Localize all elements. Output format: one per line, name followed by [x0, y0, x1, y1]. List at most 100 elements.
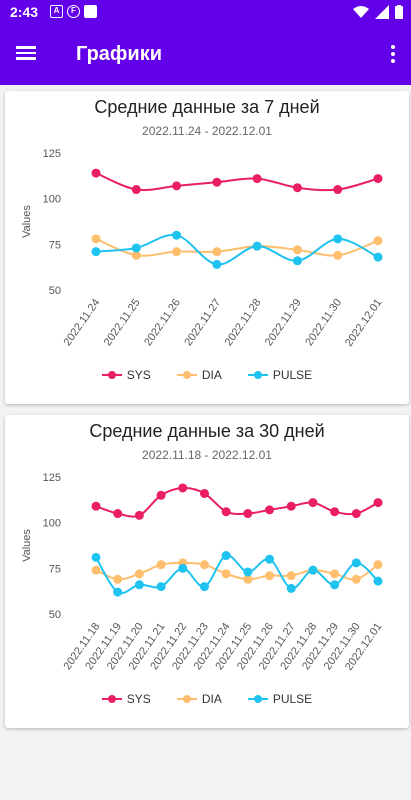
card-subtitle: 2022.11.18 - 2022.12.01: [142, 448, 272, 462]
data-point-pulse: [292, 256, 302, 266]
data-point-sys: [333, 185, 343, 195]
data-point-sys: [212, 177, 222, 187]
chart-legend: SYS DIA PULSE: [5, 368, 409, 382]
hamburger-menu-icon[interactable]: [14, 43, 38, 67]
y-tick-label: 50: [49, 285, 61, 297]
sd-card-icon: [84, 5, 97, 18]
chart-card-7-days: Средние данные за 7 дней 2022.11.24 - 20…: [5, 91, 409, 404]
app-title: Графики: [76, 43, 163, 65]
data-point-sys: [156, 490, 166, 500]
data-point-sys: [286, 501, 296, 511]
data-point-dia: [351, 574, 361, 584]
x-tick-label: 2022.11.24: [62, 297, 103, 348]
data-point-sys: [252, 174, 262, 184]
data-point-pulse: [265, 554, 275, 564]
f-icon: F: [67, 5, 80, 18]
data-point-pulse: [91, 247, 101, 257]
data-point-pulse: [131, 243, 141, 253]
data-point-pulse: [134, 580, 144, 590]
data-point-sys: [330, 507, 340, 517]
data-point-sys: [221, 507, 231, 517]
card-title: Средние данные за 7 дней: [94, 97, 320, 117]
data-point-dia: [286, 571, 296, 581]
legend-item-sys: SYS: [101, 368, 151, 382]
y-tick-label: 75: [49, 563, 61, 575]
battery-icon: [395, 5, 403, 19]
chart-card-30-days: Средние данные за 30 дней 2022.11.18 - 2…: [5, 415, 409, 728]
legend-item-dia: DIA: [176, 368, 222, 382]
wifi-icon: [353, 6, 369, 18]
data-point-sys: [91, 501, 101, 511]
x-tick-label: 2022.11.29: [263, 297, 304, 348]
signal-icon: [375, 5, 389, 19]
data-point-pulse: [308, 565, 318, 575]
legend-label: PULSE: [272, 692, 313, 706]
data-point-dia: [330, 569, 340, 579]
data-point-dia: [113, 574, 123, 584]
legend-item-dia: DIA: [176, 692, 222, 706]
data-point-dia: [172, 247, 182, 257]
data-point-dia: [373, 560, 383, 570]
y-axis-label: Values: [21, 205, 33, 238]
legend-label: DIA: [201, 368, 222, 382]
legend-item-pulse: PULSE: [247, 368, 313, 382]
legend-label: DIA: [201, 692, 222, 706]
data-point-sys: [308, 498, 318, 508]
data-point-dia: [333, 250, 343, 260]
data-point-sys: [351, 509, 361, 519]
data-point-sys: [134, 510, 144, 520]
a-icon: A: [50, 5, 63, 18]
y-tick-label: 75: [49, 239, 61, 251]
data-point-dia: [292, 245, 302, 255]
data-point-pulse: [221, 551, 231, 561]
legend-label: PULSE: [272, 368, 313, 382]
x-tick-label: 2022.11.27: [182, 297, 223, 348]
y-tick-label: 100: [43, 194, 61, 206]
data-point-dia: [199, 560, 209, 570]
data-point-pulse: [91, 552, 101, 562]
more-vert-icon[interactable]: [389, 45, 397, 67]
status-time: 2:43: [10, 4, 39, 20]
legend-label: SYS: [126, 368, 151, 382]
x-tick-label: 2022.11.25: [102, 297, 143, 348]
data-point-dia: [91, 234, 101, 244]
y-tick-label: 125: [43, 148, 61, 160]
data-point-dia: [134, 569, 144, 579]
app-bar: Графики: [0, 25, 411, 85]
data-point-pulse: [178, 563, 188, 573]
data-point-pulse: [373, 252, 383, 262]
data-point-dia: [212, 247, 222, 257]
data-point-sys: [292, 183, 302, 193]
data-point-sys: [373, 498, 383, 508]
x-tick-label: 2022.11.26: [142, 297, 183, 348]
data-point-dia: [156, 560, 166, 570]
data-point-pulse: [156, 582, 166, 592]
x-tick-label: 2022.12.01: [343, 297, 384, 349]
data-point-pulse: [113, 587, 123, 597]
data-point-sys: [265, 505, 275, 515]
data-point-sys: [373, 174, 383, 184]
data-point-sys: [113, 509, 123, 519]
legend-item-sys: SYS: [101, 692, 151, 706]
data-point-sys: [178, 483, 188, 493]
data-point-sys: [243, 509, 253, 519]
data-point-pulse: [212, 259, 222, 269]
data-point-sys: [131, 185, 141, 195]
chart-legend: SYS DIA PULSE: [5, 692, 409, 706]
legend-item-pulse: PULSE: [247, 692, 313, 706]
data-point-pulse: [243, 567, 253, 577]
y-tick-label: 125: [43, 472, 61, 484]
data-point-dia: [221, 569, 231, 579]
data-point-sys: [172, 181, 182, 191]
data-point-dia: [243, 574, 253, 584]
line-chart-30-days: Values50751001252022.11.182022.11.192022…: [21, 472, 384, 673]
card-title: Средние данные за 30 дней: [89, 421, 325, 441]
x-tick-label: 2022.11.28: [223, 297, 264, 348]
data-point-sys: [199, 488, 209, 498]
data-point-pulse: [252, 241, 262, 251]
data-point-pulse: [172, 230, 182, 240]
y-tick-label: 50: [49, 609, 61, 621]
card-subtitle: 2022.11.24 - 2022.12.01: [142, 124, 272, 138]
data-point-pulse: [286, 583, 296, 593]
data-point-dia: [91, 565, 101, 575]
